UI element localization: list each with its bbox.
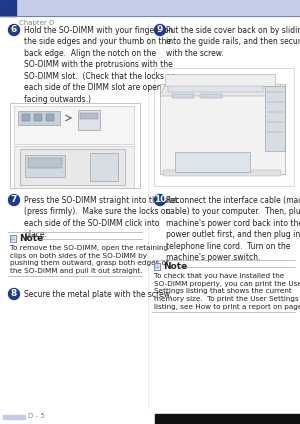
Text: D - 5: D - 5 — [28, 413, 45, 419]
Bar — [154, 263, 160, 270]
Bar — [163, 170, 281, 176]
Bar — [154, 68, 294, 186]
Circle shape — [154, 25, 166, 36]
Text: To check that you have installed the
SO-DIMM properly, you can print the User
Se: To check that you have installed the SO-… — [154, 273, 300, 310]
Text: Note: Note — [19, 234, 43, 243]
Bar — [34, 114, 42, 121]
Text: Chapter D: Chapter D — [19, 20, 54, 26]
Polygon shape — [18, 111, 60, 125]
Text: Put the side cover back on by sliding it
into the guide rails, and then secure i: Put the side cover back on by sliding it… — [166, 26, 300, 58]
Bar — [3, 415, 25, 419]
Bar — [25, 155, 65, 177]
Bar — [80, 113, 98, 119]
Bar — [168, 86, 263, 92]
Circle shape — [154, 195, 166, 206]
Bar — [90, 153, 118, 181]
Text: 7: 7 — [11, 195, 17, 204]
Text: Note: Note — [163, 262, 187, 271]
Circle shape — [8, 25, 20, 36]
Bar — [155, 414, 300, 424]
Bar — [20, 149, 125, 185]
Bar — [10, 235, 16, 242]
Bar — [0, 0, 300, 16]
Bar — [172, 94, 194, 98]
Bar — [165, 74, 275, 86]
Bar — [0, 0, 16, 16]
Circle shape — [8, 288, 20, 299]
Bar — [14, 146, 134, 188]
Text: Secure the metal plate with the screw.: Secure the metal plate with the screw. — [24, 290, 172, 299]
Bar — [46, 114, 54, 121]
Text: 10: 10 — [154, 195, 166, 204]
Text: To remove the SO-DIMM, open the retaining
clips on both sides of the SO-DIMM by
: To remove the SO-DIMM, open the retainin… — [10, 245, 169, 274]
Circle shape — [8, 195, 20, 206]
Bar — [22, 114, 30, 121]
Bar — [0, 412, 300, 424]
Bar — [265, 86, 285, 151]
Text: Hold the SO-DIMM with your fingers on
the side edges and your thumb on the
back : Hold the SO-DIMM with your fingers on th… — [24, 26, 176, 104]
Text: 6: 6 — [11, 25, 17, 34]
Text: 9: 9 — [157, 25, 163, 34]
Bar — [10, 103, 140, 188]
Bar — [14, 106, 134, 144]
Text: 8: 8 — [11, 290, 17, 298]
Polygon shape — [160, 84, 285, 96]
Bar — [160, 84, 285, 174]
Bar — [200, 94, 222, 98]
Bar — [78, 110, 100, 130]
Bar — [175, 152, 250, 172]
Text: Press the SO-DIMM straight into the slot
(press firmly).  Make sure the locks on: Press the SO-DIMM straight into the slot… — [24, 196, 178, 240]
Text: Reconnect the interface cable (machine
cable) to your computer.  Then, plug the
: Reconnect the interface cable (machine c… — [166, 196, 300, 262]
Bar — [28, 158, 62, 168]
